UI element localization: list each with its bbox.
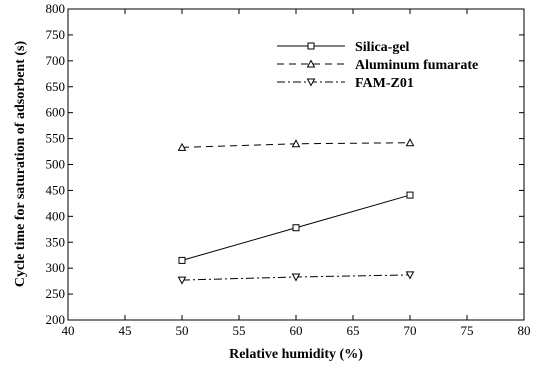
legend-swatch-marker: [306, 78, 316, 87]
x-axis: 40 45 50 55 60 65 70 75 80: [62, 9, 531, 338]
data-point: [405, 138, 415, 147]
data-point: [177, 276, 187, 285]
data-point: [177, 142, 187, 151]
y-axis: 200 250 300 350 400 450 500 550 600 650 700 750 800: [46, 1, 524, 327]
y-tick-label: 600: [46, 105, 66, 120]
series-layer: [177, 138, 415, 285]
y-tick-label: 250: [46, 286, 66, 301]
y-tick-label: 200: [46, 312, 66, 327]
y-tick-label: 400: [46, 208, 66, 223]
x-tick-label: 55: [233, 323, 246, 338]
legend: Silica-gel Aluminum fumarate FAM-Z01: [277, 40, 478, 91]
y-tick-label: 500: [46, 157, 66, 172]
y-tick-label: 700: [46, 53, 66, 68]
legend-label: FAM-Z01: [355, 76, 414, 91]
data-point: [406, 191, 414, 199]
x-axis-title: Relative humidity (%): [229, 347, 363, 362]
x-tick-label: 40: [62, 323, 75, 338]
data-point: [291, 139, 301, 148]
y-axis-title: Cycle time for saturation of adsorbent (…: [13, 41, 28, 288]
x-tick-label: 80: [518, 323, 531, 338]
y-tick-label: 650: [46, 79, 66, 94]
data-point: [178, 256, 186, 264]
x-tick-label: 70: [404, 323, 417, 338]
legend-label: Silica-gel: [355, 40, 410, 55]
x-tick-label: 50: [176, 323, 189, 338]
y-tick-label: 350: [46, 234, 66, 249]
y-tick-label: 550: [46, 131, 66, 146]
x-tick-label: 45: [119, 323, 132, 338]
legend-swatch-marker: [306, 59, 316, 68]
legend-label: Aluminum fumarate: [355, 58, 478, 73]
y-tick-label: 300: [46, 260, 66, 275]
y-tick-label: 750: [46, 27, 66, 42]
y-tick-label: 800: [46, 1, 66, 16]
legend-swatch-marker: [307, 42, 315, 50]
x-tick-label: 60: [290, 323, 303, 338]
data-point: [291, 273, 301, 282]
plot-frame: [67, 8, 525, 321]
y-tick-label: 450: [46, 182, 66, 197]
data-point: [292, 224, 300, 232]
x-tick-label: 75: [461, 323, 474, 338]
data-point: [405, 271, 415, 280]
x-tick-label: 65: [347, 323, 360, 338]
